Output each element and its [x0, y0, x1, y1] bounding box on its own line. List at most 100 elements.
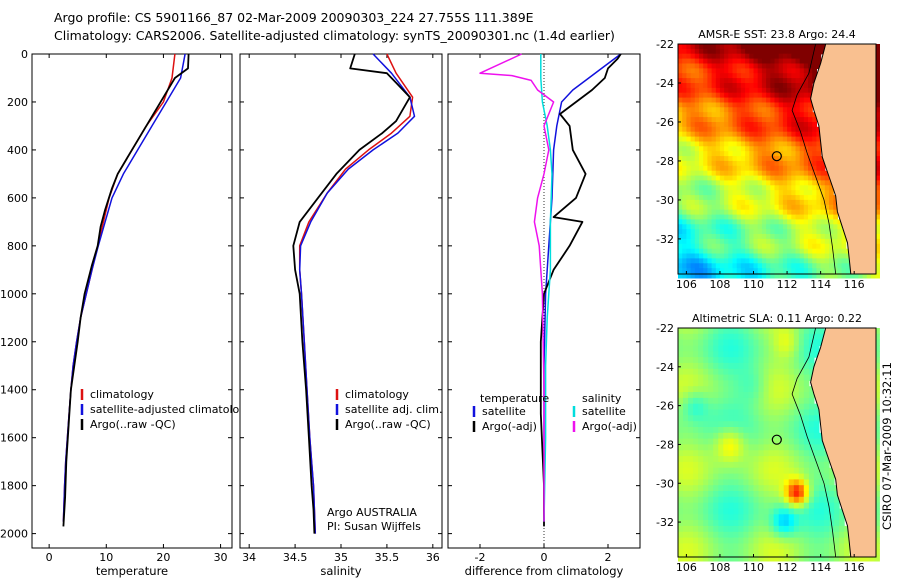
heatmap-cell: [719, 73, 725, 79]
heatmap-cell: [719, 122, 725, 128]
heatmap-cell: [757, 238, 763, 245]
heatmap-cell: [803, 409, 810, 416]
heatmap-cell: [812, 195, 817, 201]
heatmap-cell: [715, 78, 721, 84]
heatmap-cell: [798, 345, 805, 352]
heatmap-cell: [683, 491, 689, 498]
heatmap-cell: [738, 467, 744, 475]
heatmap-cell: [824, 238, 830, 245]
heatmap-cell: [808, 555, 815, 562]
heatmap-cell: [688, 409, 694, 416]
heatmap-cell: [738, 368, 744, 376]
heatmap-cell: [816, 136, 822, 143]
heatmap-cell: [763, 368, 770, 376]
heatmap-cell: [743, 351, 749, 358]
heatmap-cell: [803, 485, 810, 492]
heatmap-cell: [824, 170, 830, 177]
heatmap-cell: [748, 508, 755, 515]
heatmap-cell: [766, 219, 771, 225]
heatmap-cell: [798, 555, 805, 562]
heatmap-cell: [761, 78, 767, 84]
heatmap-cell: [770, 243, 776, 250]
heatmap-cell: [699, 141, 704, 147]
heatmap-cell: [736, 92, 742, 99]
heatmap-cell: [793, 502, 800, 510]
heatmap-cell: [875, 243, 880, 250]
heatmap-cell: [740, 53, 746, 60]
heatmap-cell: [693, 374, 699, 381]
heatmap-cell: [787, 136, 792, 143]
heatmap-cell: [719, 87, 725, 94]
heatmap-cell: [757, 199, 763, 206]
heatmap-cell: [799, 175, 805, 182]
heatmap-cell: [778, 525, 785, 533]
heatmap-cell: [740, 238, 746, 245]
heatmap-cell: [774, 234, 780, 240]
heatmap-cell: [812, 263, 817, 269]
heatmap-cell: [778, 238, 784, 245]
heatmap-cell: [740, 248, 746, 255]
heatmap-cell: [724, 248, 729, 255]
heatmap-cell: [816, 209, 822, 216]
heatmap-cell: [799, 209, 805, 216]
heatmap-cell: [812, 73, 817, 79]
heatmap-cell: [773, 479, 780, 486]
heatmap-cell: [711, 68, 717, 74]
heatmap-cell: [813, 339, 820, 346]
heatmap-cell: [793, 549, 800, 556]
heatmap-cell: [728, 151, 734, 157]
heatmap-cell: [803, 209, 809, 216]
heatmap-cell: [833, 209, 838, 216]
heatmap-cell: [788, 357, 795, 364]
argo-location-marker: [771, 151, 782, 162]
heatmap-cell: [718, 328, 724, 335]
heatmap-cell: [736, 199, 742, 206]
heatmap-cell: [783, 351, 790, 358]
heatmap-cell: [678, 219, 683, 225]
heatmap-cell: [803, 122, 809, 128]
heatmap-cell: [690, 204, 696, 211]
heatmap-cell: [753, 199, 759, 206]
heatmap-cell: [757, 263, 763, 269]
heatmap-cell: [818, 496, 825, 504]
heatmap-cell: [711, 156, 717, 162]
heatmap-cell: [875, 160, 880, 167]
heatmap-cell: [791, 136, 797, 143]
heatmap-cell: [795, 141, 801, 147]
heatmap-cell: [782, 63, 788, 69]
heatmap-cell: [713, 345, 719, 352]
heatmap-cell: [698, 339, 704, 346]
heatmap-cell: [703, 467, 709, 475]
heatmap-cell: [740, 229, 746, 235]
heatmap-cell: [690, 258, 696, 264]
heatmap-cell: [813, 456, 820, 463]
heatmap-cell: [778, 456, 785, 463]
heatmap-cell: [783, 461, 790, 469]
heatmap-cell: [808, 479, 815, 486]
heatmap-cell: [778, 432, 785, 440]
heatmap-cell: [770, 117, 776, 123]
heatmap-cell: [694, 204, 700, 211]
heatmap-cell: [698, 403, 704, 411]
heatmap-cell: [703, 263, 708, 269]
heatmap-cell: [707, 263, 713, 269]
heatmap-cell: [798, 392, 805, 399]
heatmap-cell: [791, 126, 797, 133]
heatmap-cell: [829, 199, 834, 206]
heatmap-cell: [761, 204, 767, 211]
heatmap-cell: [763, 444, 770, 451]
heatmap-cell: [803, 170, 809, 177]
heatmap-cell: [743, 427, 749, 434]
heatmap-cell: [686, 268, 692, 274]
heatmap-cell: [778, 421, 785, 428]
heatmap-cell: [693, 496, 699, 504]
heatmap-cell: [768, 514, 775, 521]
heatmap-cell: [694, 209, 700, 216]
heatmap-cell: [761, 97, 767, 104]
heatmap-cell: [808, 141, 813, 147]
heatmap-cell: [713, 508, 719, 515]
heatmap-cell: [707, 156, 713, 162]
heatmap-cell: [829, 229, 834, 235]
heatmap-cell: [793, 345, 800, 352]
heatmap-cell: [798, 397, 805, 405]
